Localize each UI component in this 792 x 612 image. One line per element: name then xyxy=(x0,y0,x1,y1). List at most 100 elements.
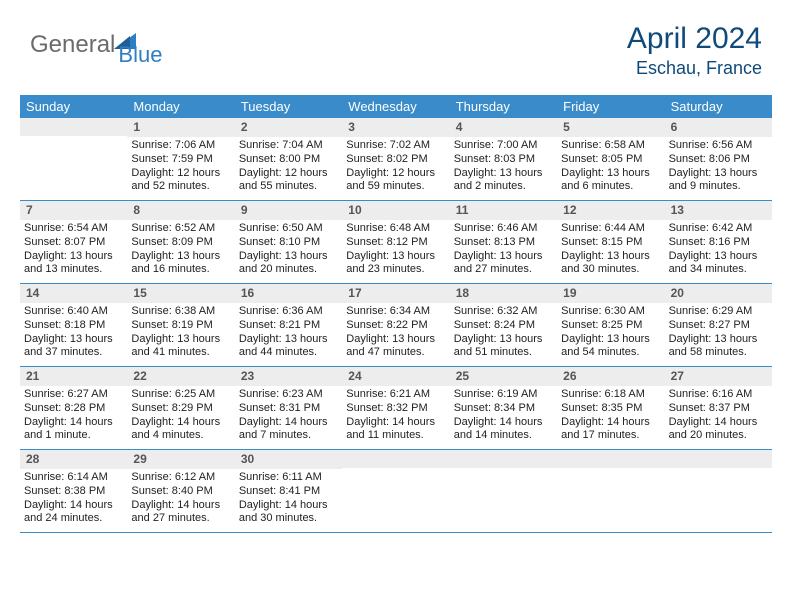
day-body: Sunrise: 6:34 AMSunset: 8:22 PMDaylight:… xyxy=(342,303,449,366)
day-body: Sunrise: 7:00 AMSunset: 8:03 PMDaylight:… xyxy=(450,137,557,200)
day-body xyxy=(665,468,772,524)
day-daylight2: and 37 minutes. xyxy=(24,346,123,360)
day-cell: 5Sunrise: 6:58 AMSunset: 8:05 PMDaylight… xyxy=(557,118,664,200)
day-daylight2: and 24 minutes. xyxy=(24,512,123,526)
day-sunrise: Sunrise: 6:23 AM xyxy=(239,388,338,402)
day-cell: 12Sunrise: 6:44 AMSunset: 8:15 PMDayligh… xyxy=(557,201,664,283)
day-daylight1: Daylight: 13 hours xyxy=(346,333,445,347)
day-body: Sunrise: 7:02 AMSunset: 8:02 PMDaylight:… xyxy=(342,137,449,200)
dow-cell: Friday xyxy=(557,95,664,118)
dow-cell: Wednesday xyxy=(342,95,449,118)
day-sunrise: Sunrise: 6:50 AM xyxy=(239,222,338,236)
day-sunset: Sunset: 8:35 PM xyxy=(561,402,660,416)
day-daylight1: Daylight: 14 hours xyxy=(346,416,445,430)
dow-cell: Sunday xyxy=(20,95,127,118)
day-sunset: Sunset: 8:16 PM xyxy=(669,236,768,250)
day-body xyxy=(342,468,449,524)
day-cell: 16Sunrise: 6:36 AMSunset: 8:21 PMDayligh… xyxy=(235,284,342,366)
day-body: Sunrise: 6:46 AMSunset: 8:13 PMDaylight:… xyxy=(450,220,557,283)
day-cell: 25Sunrise: 6:19 AMSunset: 8:34 PMDayligh… xyxy=(450,367,557,449)
day-cell: 29Sunrise: 6:12 AMSunset: 8:40 PMDayligh… xyxy=(127,450,234,532)
day-sunrise: Sunrise: 6:52 AM xyxy=(131,222,230,236)
day-number xyxy=(20,118,127,136)
day-number: 11 xyxy=(450,201,557,220)
day-number: 2 xyxy=(235,118,342,137)
logo-text-blue: Blue xyxy=(118,42,162,68)
day-daylight1: Daylight: 14 hours xyxy=(131,416,230,430)
week-row: 21Sunrise: 6:27 AMSunset: 8:28 PMDayligh… xyxy=(20,367,772,450)
day-sunset: Sunset: 8:29 PM xyxy=(131,402,230,416)
day-daylight1: Daylight: 13 hours xyxy=(669,333,768,347)
day-body: Sunrise: 6:52 AMSunset: 8:09 PMDaylight:… xyxy=(127,220,234,283)
day-sunrise: Sunrise: 7:00 AM xyxy=(454,139,553,153)
day-daylight2: and 34 minutes. xyxy=(669,263,768,277)
day-daylight2: and 4 minutes. xyxy=(131,429,230,443)
day-body: Sunrise: 7:06 AMSunset: 7:59 PMDaylight:… xyxy=(127,137,234,200)
day-sunset: Sunset: 8:00 PM xyxy=(239,153,338,167)
day-body: Sunrise: 6:30 AMSunset: 8:25 PMDaylight:… xyxy=(557,303,664,366)
day-daylight1: Daylight: 13 hours xyxy=(561,250,660,264)
day-number: 1 xyxy=(127,118,234,137)
day-daylight2: and 9 minutes. xyxy=(669,180,768,194)
day-daylight2: and 52 minutes. xyxy=(131,180,230,194)
day-daylight1: Daylight: 13 hours xyxy=(669,167,768,181)
day-body: Sunrise: 6:44 AMSunset: 8:15 PMDaylight:… xyxy=(557,220,664,283)
day-sunset: Sunset: 8:03 PM xyxy=(454,153,553,167)
day-cell: 19Sunrise: 6:30 AMSunset: 8:25 PMDayligh… xyxy=(557,284,664,366)
day-cell: 10Sunrise: 6:48 AMSunset: 8:12 PMDayligh… xyxy=(342,201,449,283)
day-daylight2: and 59 minutes. xyxy=(346,180,445,194)
day-daylight2: and 51 minutes. xyxy=(454,346,553,360)
day-cell: 1Sunrise: 7:06 AMSunset: 7:59 PMDaylight… xyxy=(127,118,234,200)
day-number: 22 xyxy=(127,367,234,386)
day-sunrise: Sunrise: 6:14 AM xyxy=(24,471,123,485)
day-cell: 7Sunrise: 6:54 AMSunset: 8:07 PMDaylight… xyxy=(20,201,127,283)
day-sunset: Sunset: 8:31 PM xyxy=(239,402,338,416)
day-sunset: Sunset: 8:05 PM xyxy=(561,153,660,167)
day-daylight1: Daylight: 12 hours xyxy=(239,167,338,181)
logo-text-general: General xyxy=(30,31,115,59)
day-sunrise: Sunrise: 7:06 AM xyxy=(131,139,230,153)
day-daylight1: Daylight: 14 hours xyxy=(239,416,338,430)
day-cell xyxy=(342,450,449,532)
day-sunrise: Sunrise: 6:58 AM xyxy=(561,139,660,153)
day-number xyxy=(450,450,557,468)
day-body xyxy=(20,136,127,192)
day-daylight2: and 41 minutes. xyxy=(131,346,230,360)
day-daylight2: and 20 minutes. xyxy=(239,263,338,277)
day-sunrise: Sunrise: 7:02 AM xyxy=(346,139,445,153)
dow-cell: Thursday xyxy=(450,95,557,118)
day-number: 8 xyxy=(127,201,234,220)
day-sunrise: Sunrise: 6:11 AM xyxy=(239,471,338,485)
day-daylight1: Daylight: 13 hours xyxy=(239,333,338,347)
day-daylight1: Daylight: 14 hours xyxy=(24,416,123,430)
day-daylight2: and 54 minutes. xyxy=(561,346,660,360)
day-sunrise: Sunrise: 6:19 AM xyxy=(454,388,553,402)
day-daylight2: and 20 minutes. xyxy=(669,429,768,443)
day-cell xyxy=(450,450,557,532)
day-cell: 20Sunrise: 6:29 AMSunset: 8:27 PMDayligh… xyxy=(665,284,772,366)
day-daylight1: Daylight: 13 hours xyxy=(24,250,123,264)
header: General Blue April 2024 Eschau, France xyxy=(0,0,792,89)
month-title: April 2024 xyxy=(627,22,762,56)
day-sunset: Sunset: 8:27 PM xyxy=(669,319,768,333)
day-number: 10 xyxy=(342,201,449,220)
day-number xyxy=(342,450,449,468)
day-number: 25 xyxy=(450,367,557,386)
day-cell: 4Sunrise: 7:00 AMSunset: 8:03 PMDaylight… xyxy=(450,118,557,200)
day-daylight2: and 1 minute. xyxy=(24,429,123,443)
day-sunrise: Sunrise: 6:40 AM xyxy=(24,305,123,319)
day-daylight1: Daylight: 14 hours xyxy=(454,416,553,430)
day-sunset: Sunset: 8:13 PM xyxy=(454,236,553,250)
day-number: 27 xyxy=(665,367,772,386)
day-number: 21 xyxy=(20,367,127,386)
day-daylight2: and 17 minutes. xyxy=(561,429,660,443)
day-daylight2: and 6 minutes. xyxy=(561,180,660,194)
day-daylight2: and 11 minutes. xyxy=(346,429,445,443)
day-sunrise: Sunrise: 6:18 AM xyxy=(561,388,660,402)
day-daylight1: Daylight: 13 hours xyxy=(131,250,230,264)
day-cell: 17Sunrise: 6:34 AMSunset: 8:22 PMDayligh… xyxy=(342,284,449,366)
day-sunrise: Sunrise: 6:44 AM xyxy=(561,222,660,236)
day-cell xyxy=(20,118,127,200)
day-daylight2: and 23 minutes. xyxy=(346,263,445,277)
day-sunset: Sunset: 8:02 PM xyxy=(346,153,445,167)
